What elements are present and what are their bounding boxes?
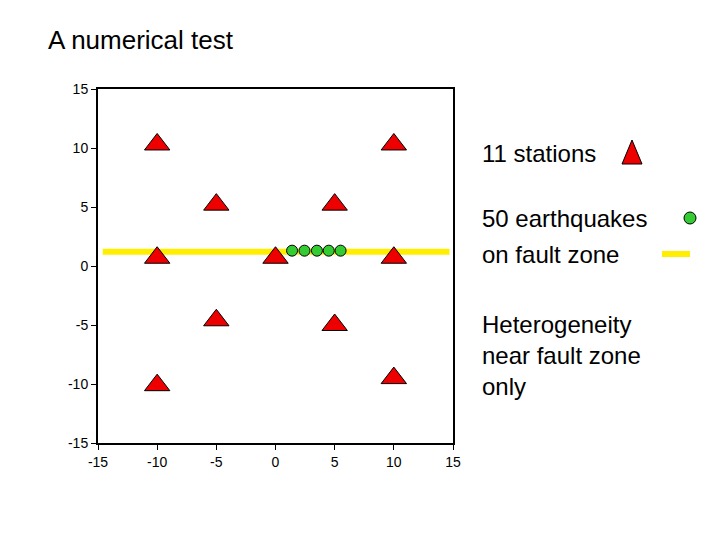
svg-text:-15: -15 xyxy=(88,454,108,470)
svg-text:-15: -15 xyxy=(68,435,88,451)
svg-text:11 stations: 11 stations xyxy=(482,140,596,167)
svg-text:Heterogeneitynear fault zoneon: Heterogeneitynear fault zoneonly xyxy=(482,311,641,400)
svg-text:-10: -10 xyxy=(147,454,167,470)
svg-text:50 earthquakes: 50 earthquakes xyxy=(482,205,647,232)
svg-text:15: 15 xyxy=(445,454,461,470)
svg-text:5: 5 xyxy=(331,454,339,470)
svg-text:15: 15 xyxy=(73,81,89,97)
svg-text:10: 10 xyxy=(73,140,89,156)
svg-text:A numerical test: A numerical test xyxy=(48,25,234,55)
svg-text:0: 0 xyxy=(80,258,88,274)
svg-text:-10: -10 xyxy=(68,376,88,392)
svg-text:on fault zone: on fault zone xyxy=(482,241,619,268)
svg-text:0: 0 xyxy=(272,454,280,470)
svg-text:10: 10 xyxy=(386,454,402,470)
svg-text:-5: -5 xyxy=(210,454,223,470)
svg-text:5: 5 xyxy=(80,199,88,215)
svg-text:-5: -5 xyxy=(76,317,89,333)
